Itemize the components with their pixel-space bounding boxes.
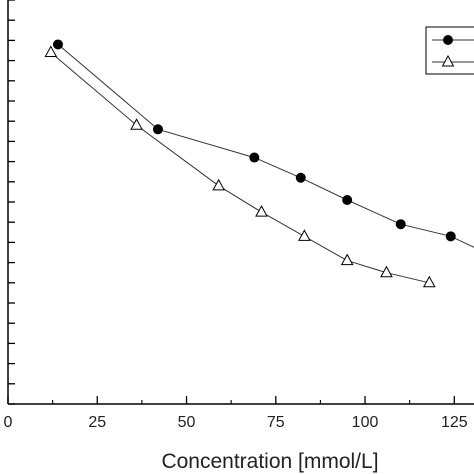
legend-marker [443,35,453,45]
series-group [44,39,474,288]
data-point [297,229,311,241]
data-point [380,265,393,278]
data-point [255,205,268,217]
data-point [395,219,406,230]
x-tick-label: 25 [88,414,106,431]
legend-item-1 [432,35,474,45]
axes: 0 25 50 75 100 125 [4,0,474,431]
series-1 [52,39,474,248]
x-tick-label: 50 [178,414,196,431]
data-point [52,39,63,50]
data-point [212,178,225,191]
data-point [44,45,58,58]
series-2 [44,45,436,288]
x-tick-label: 75 [267,414,285,431]
x-axis-title: Concentration [mmol/L] [161,450,378,473]
series-line [50,52,430,284]
data-point [130,118,143,130]
series-line [57,44,474,248]
legend-box [425,26,474,75]
x-tick-label: 100 [352,414,379,431]
data-point [249,152,260,163]
x-tick-label: 0 [4,414,13,431]
data-point [445,231,456,242]
legend-item-2 [432,54,474,67]
x-tick-label: 125 [441,414,468,431]
data-point [152,124,163,135]
legend-marker [441,54,455,67]
data-point [340,253,354,266]
data-point [342,194,353,205]
data-point [295,172,306,183]
legend [425,26,474,75]
data-point [422,275,436,288]
